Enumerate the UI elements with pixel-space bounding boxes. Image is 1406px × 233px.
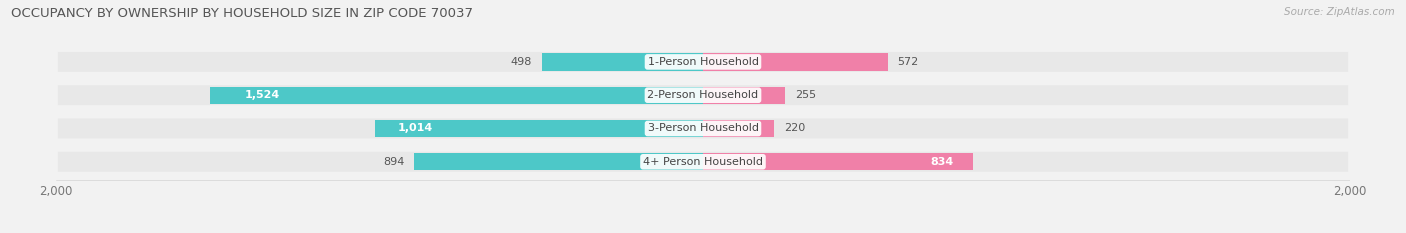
Text: 498: 498	[510, 57, 533, 67]
Text: 572: 572	[897, 57, 920, 67]
Text: 1-Person Household: 1-Person Household	[648, 57, 758, 67]
Text: 894: 894	[382, 157, 404, 167]
Text: OCCUPANCY BY OWNERSHIP BY HOUSEHOLD SIZE IN ZIP CODE 70037: OCCUPANCY BY OWNERSHIP BY HOUSEHOLD SIZE…	[11, 7, 474, 20]
Bar	[703, 153, 973, 170]
Bar	[209, 86, 703, 104]
Text: Source: ZipAtlas.com: Source: ZipAtlas.com	[1284, 7, 1395, 17]
Text: 255: 255	[796, 90, 817, 100]
FancyBboxPatch shape	[58, 152, 1348, 172]
Bar	[703, 53, 889, 71]
Bar	[703, 120, 775, 137]
Text: 1,524: 1,524	[245, 90, 280, 100]
FancyBboxPatch shape	[58, 52, 1348, 72]
Bar	[703, 86, 786, 104]
Bar	[375, 120, 703, 137]
FancyBboxPatch shape	[58, 119, 1348, 138]
Bar	[413, 153, 703, 170]
Text: 2-Person Household: 2-Person Household	[647, 90, 759, 100]
FancyBboxPatch shape	[58, 85, 1348, 105]
Text: 3-Person Household: 3-Person Household	[648, 123, 758, 134]
Text: 220: 220	[785, 123, 806, 134]
Legend: Owner-occupied, Renter-occupied: Owner-occupied, Renter-occupied	[586, 230, 820, 233]
Text: 834: 834	[931, 157, 953, 167]
Text: 1,014: 1,014	[398, 123, 433, 134]
Bar	[541, 53, 703, 71]
Text: 4+ Person Household: 4+ Person Household	[643, 157, 763, 167]
